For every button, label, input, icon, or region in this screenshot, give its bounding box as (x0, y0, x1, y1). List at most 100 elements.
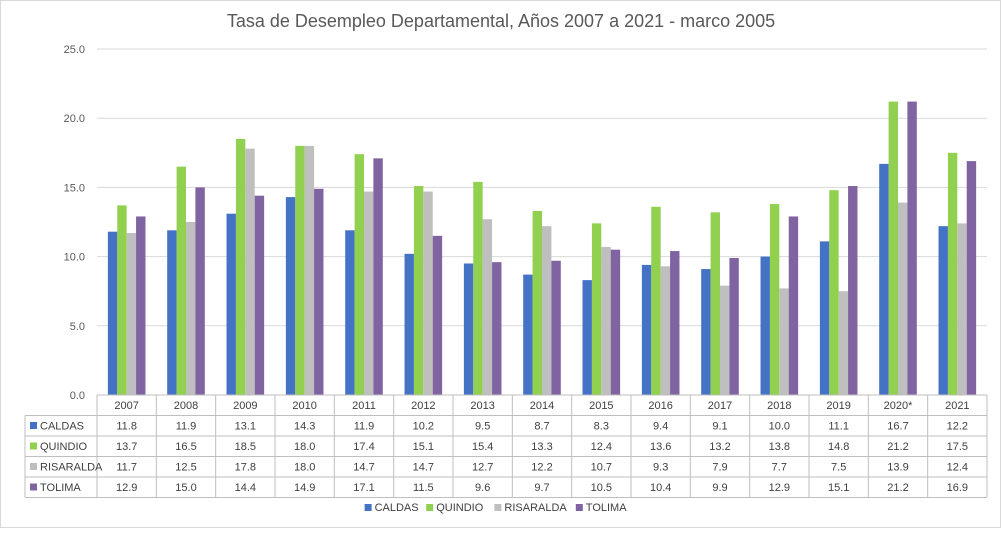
table-cell: 13.9 (887, 462, 908, 474)
bar-tolima-2012 (432, 235, 443, 395)
table-cell: 18.5 (235, 441, 256, 453)
y-tick-label: 20.0 (64, 113, 85, 125)
legend-label: TOLIMA (586, 502, 627, 514)
table-cell: 15.1 (413, 441, 434, 453)
table-cell: 11.7 (116, 462, 137, 474)
bars (107, 101, 977, 395)
bar-quindio-2010 (295, 145, 305, 395)
x-tick-label: 2021 (945, 400, 969, 412)
table-cell: 16.9 (947, 482, 968, 494)
bar-tolima-2017 (729, 257, 739, 395)
table-cell: 12.7 (472, 462, 493, 474)
legend-label: RISARALDA (504, 502, 567, 514)
table-cell: 15.1 (828, 482, 849, 494)
table-cell: 10.4 (650, 482, 671, 494)
table-cell: 9.9 (712, 482, 727, 494)
table-cell: 16.5 (175, 441, 196, 453)
table-cell: 21.2 (887, 482, 908, 494)
bar-caldas-2014 (523, 274, 533, 395)
x-tick-label: 2013 (470, 400, 494, 412)
bar-tolima-2016 (670, 251, 680, 395)
legend-key-tolima (575, 504, 583, 511)
table-cell: 12.2 (947, 421, 968, 433)
bar-risaralda-2007 (126, 233, 137, 395)
x-tick-label: 2010 (292, 400, 316, 412)
table-cell: 12.9 (116, 482, 137, 494)
bar-tolima-2020 (907, 101, 917, 395)
bar-caldas-2015 (582, 280, 592, 395)
table-cell: 11.9 (176, 421, 197, 433)
bar-tolima-2010 (314, 188, 324, 395)
bar-tolima-2008 (195, 187, 205, 395)
x-tick-label: 2017 (708, 400, 732, 412)
y-tick-label: 15.0 (64, 182, 85, 194)
bar-tolima-2009 (254, 195, 265, 395)
bar-quindio-2018 (769, 204, 780, 395)
table-row-label: QUINDIO (40, 441, 88, 453)
table-cell: 11.8 (116, 421, 137, 433)
bar-tolima-2019 (848, 186, 858, 395)
bar-risaralda-2015 (601, 246, 611, 395)
bar-risaralda-2008 (186, 222, 196, 395)
bar-tolima-2015 (610, 249, 621, 395)
bar-risaralda-2010 (304, 145, 315, 395)
bar-caldas-2008 (167, 230, 177, 395)
table-cell: 8.3 (594, 421, 609, 433)
legend-label: QUINDIO (436, 502, 484, 514)
table-cell: 12.4 (591, 441, 612, 453)
table-cell: 12.2 (531, 462, 552, 474)
bar-risaralda-2013 (482, 219, 493, 395)
bar-caldas-2017 (701, 269, 711, 395)
table-legend-key (30, 442, 37, 450)
table-cell: 21.2 (887, 441, 908, 453)
table-cell: 17.4 (353, 441, 374, 453)
y-tick-label: 25.0 (64, 44, 85, 56)
table-cell: 11.1 (828, 421, 849, 433)
table-cell: 8.7 (534, 421, 549, 433)
table-cell: 14.3 (294, 421, 315, 433)
table-cell: 10.2 (413, 421, 434, 433)
table-cell: 13.2 (709, 441, 730, 453)
bar-quindio-2016 (651, 206, 661, 395)
bar-tolima-2014 (551, 260, 561, 395)
table-cell: 10.5 (591, 482, 612, 494)
table-legend-key (30, 422, 37, 429)
table-legend-key (30, 463, 37, 470)
bar-quindio-2007 (117, 205, 127, 395)
table-cell: 7.5 (831, 462, 846, 474)
table-cell: 14.7 (413, 462, 434, 474)
y-tick-label: 0.0 (70, 390, 85, 402)
table-cell: 9.1 (712, 421, 727, 433)
table-cell: 13.3 (531, 441, 552, 453)
bar-quindio-2011 (354, 154, 364, 395)
bar-caldas-2012 (404, 253, 414, 395)
bar-quindio-2009 (235, 138, 246, 395)
table-cell: 15.0 (175, 482, 196, 494)
bar-caldas-2019 (819, 241, 830, 395)
bar-caldas-2011 (345, 230, 355, 395)
table-cell: 17.1 (353, 482, 374, 494)
bar-risaralda-2011 (364, 191, 374, 395)
bar-caldas-2007 (107, 231, 118, 395)
x-tick-label: 2016 (648, 400, 672, 412)
legend-key-caldas (364, 504, 372, 511)
x-tick-label: 2011 (352, 400, 376, 412)
table-cell: 10.0 (769, 421, 790, 433)
table-cell: 9.5 (475, 421, 490, 433)
bar-quindio-2021 (947, 152, 958, 395)
table-cell: 14.8 (828, 441, 849, 453)
table-cell: 12.9 (769, 482, 790, 494)
bar-risaralda-2009 (245, 148, 255, 395)
table-cell: 14.7 (353, 462, 374, 474)
bar-risaralda-2012 (423, 191, 433, 395)
bar-tolima-2021 (966, 161, 977, 395)
bar-risaralda-2017 (720, 285, 730, 395)
bar-tolima-2018 (788, 216, 799, 395)
table-cell: 14.4 (235, 482, 256, 494)
x-tick-label: 2018 (767, 400, 791, 412)
x-tick-label: 2015 (589, 400, 613, 412)
legend-key-risaralda (494, 504, 502, 511)
bar-tolima-2011 (373, 158, 383, 395)
data-table: 2007 2008 2009 2010 2011 2012 2013 2014 2015 2016… (24, 394, 988, 498)
